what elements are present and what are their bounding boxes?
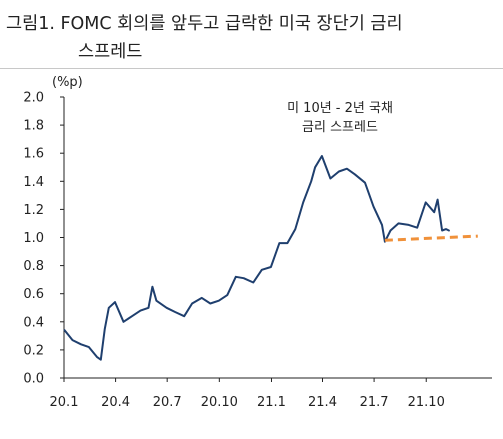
y-tick-label: 0.2 [23,343,44,358]
y-tick-label: 1.4 [23,175,44,190]
x-tick-label: 20.7 [153,395,182,410]
title-divider [0,68,503,69]
y-tick-label: 2.0 [23,91,44,106]
y-tick-label: 1.0 [23,231,44,246]
x-tick-label: 20.4 [101,395,130,410]
chart-title-continued: 스프레드 [78,42,143,62]
x-axis-ticks: 20.1 20.4 20.7 20.10 21.1 21.4 21.7 21.10 [50,378,445,410]
x-tick-label: 20.10 [201,395,238,410]
y-tick-label: 0.6 [23,287,44,302]
y-axis-ticks: 0.0 0.2 0.4 0.6 0.8 1.0 1.2 1.4 1.6 1.8 2.0 [23,91,64,387]
x-tick-label: 21.10 [408,395,445,410]
spread-line [63,155,450,361]
series-layer [63,155,478,361]
series-annotation-line-2: 금리 스프레드 [302,120,378,135]
y-tick-label: 1.8 [23,119,44,134]
trend-line-dashed [384,234,478,242]
x-tick-label: 21.1 [257,395,286,410]
x-tick-label: 20.1 [50,395,79,410]
series-annotation-line-1: 미 10년 - 2년 국채 [287,101,393,116]
x-tick-label: 21.4 [308,395,337,410]
y-tick-label: 0.8 [23,259,44,274]
y-tick-label: 1.6 [23,147,44,162]
y-tick-label: 0.4 [23,315,44,330]
y-axis-unit-label: (%p) [52,75,83,90]
y-tick-label: 1.2 [23,203,44,218]
x-tick-label: 21.7 [360,395,389,410]
y-tick-label: 0.0 [23,372,44,387]
chart-title: 그림1. FOMC 회의를 앞두고 급락한 미국 장단기 금리 [6,14,403,34]
